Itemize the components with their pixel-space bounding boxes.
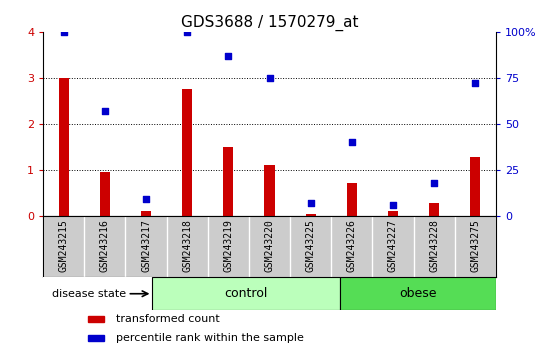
Text: obese: obese xyxy=(399,287,437,300)
Point xyxy=(183,29,191,35)
Bar xyxy=(470,157,480,216)
Text: control: control xyxy=(224,287,268,300)
Text: GSM243220: GSM243220 xyxy=(265,219,274,272)
Text: GSM243226: GSM243226 xyxy=(347,219,357,272)
Point xyxy=(101,108,109,114)
Bar xyxy=(306,214,316,216)
Point xyxy=(265,75,274,81)
Bar xyxy=(100,172,110,216)
Point xyxy=(306,200,315,206)
Bar xyxy=(264,165,275,216)
Point xyxy=(59,29,68,35)
Point xyxy=(389,202,397,208)
Bar xyxy=(388,211,398,216)
Text: GSM243216: GSM243216 xyxy=(100,219,110,272)
Bar xyxy=(340,278,496,310)
Text: GSM243218: GSM243218 xyxy=(182,219,192,272)
Text: GSM243227: GSM243227 xyxy=(388,219,398,272)
Text: GSM243217: GSM243217 xyxy=(141,219,151,272)
Point xyxy=(224,53,233,59)
Point xyxy=(471,81,480,86)
Bar xyxy=(182,90,192,216)
Bar xyxy=(429,203,439,216)
Point xyxy=(142,196,150,202)
Bar xyxy=(223,147,233,216)
Text: percentile rank within the sample: percentile rank within the sample xyxy=(115,333,303,343)
Bar xyxy=(88,316,104,322)
Text: GSM243219: GSM243219 xyxy=(223,219,233,272)
Title: GDS3688 / 1570279_at: GDS3688 / 1570279_at xyxy=(181,14,358,30)
Text: GSM243215: GSM243215 xyxy=(59,219,68,272)
Text: GSM243225: GSM243225 xyxy=(306,219,316,272)
Text: disease state: disease state xyxy=(52,289,126,299)
Bar xyxy=(59,78,69,216)
Bar xyxy=(153,278,340,310)
Text: transformed count: transformed count xyxy=(115,314,219,324)
Text: GSM243275: GSM243275 xyxy=(471,219,480,272)
Point xyxy=(430,180,438,186)
Point xyxy=(348,139,356,145)
Bar xyxy=(347,183,357,216)
Text: GSM243228: GSM243228 xyxy=(429,219,439,272)
Bar xyxy=(88,335,104,341)
Bar xyxy=(141,211,151,216)
